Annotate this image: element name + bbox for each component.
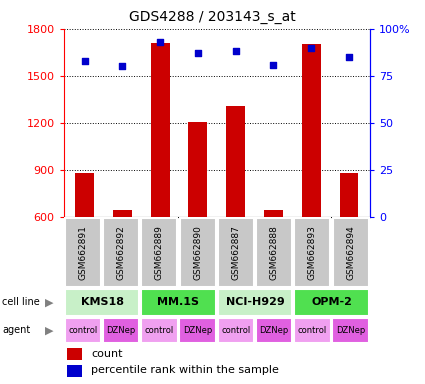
Text: GDS4288 / 203143_s_at: GDS4288 / 203143_s_at xyxy=(129,10,296,23)
Bar xyxy=(150,43,170,217)
Text: control: control xyxy=(298,326,327,335)
Bar xyxy=(294,318,331,343)
Text: GSM662891: GSM662891 xyxy=(78,225,88,280)
Point xyxy=(81,58,88,64)
Bar xyxy=(332,318,369,343)
Text: DZNep: DZNep xyxy=(107,326,136,335)
Bar xyxy=(65,289,139,316)
Bar xyxy=(295,218,330,286)
Text: cell line: cell line xyxy=(2,297,40,308)
Text: DZNep: DZNep xyxy=(260,326,289,335)
Bar xyxy=(67,365,82,376)
Bar xyxy=(179,318,216,343)
Text: count: count xyxy=(91,349,123,359)
Bar xyxy=(218,318,254,343)
Bar xyxy=(103,318,139,343)
Point xyxy=(195,50,201,56)
Bar xyxy=(302,45,320,217)
Bar xyxy=(340,173,358,217)
Bar xyxy=(67,348,82,360)
Text: DZNep: DZNep xyxy=(183,326,212,335)
Text: GSM662893: GSM662893 xyxy=(308,225,317,280)
Text: agent: agent xyxy=(2,325,30,335)
Bar xyxy=(333,218,368,286)
Bar xyxy=(103,218,139,286)
Text: OPM-2: OPM-2 xyxy=(311,297,352,308)
Text: NCI-H929: NCI-H929 xyxy=(226,297,284,308)
Point xyxy=(119,63,126,70)
Bar xyxy=(65,218,101,286)
Bar xyxy=(256,318,292,343)
Bar xyxy=(141,318,178,343)
Text: ▶: ▶ xyxy=(45,325,53,335)
Bar xyxy=(218,289,292,316)
Text: GSM662888: GSM662888 xyxy=(269,225,279,280)
Bar xyxy=(264,210,283,217)
Text: control: control xyxy=(221,326,250,335)
Bar xyxy=(218,218,254,286)
Bar xyxy=(188,122,207,217)
Bar xyxy=(226,106,245,217)
Point xyxy=(232,48,239,55)
Text: control: control xyxy=(145,326,174,335)
Text: GSM662894: GSM662894 xyxy=(346,225,355,280)
Text: percentile rank within the sample: percentile rank within the sample xyxy=(91,365,279,375)
Point xyxy=(270,61,277,68)
Text: GSM662887: GSM662887 xyxy=(231,225,241,280)
Text: ▶: ▶ xyxy=(45,297,53,308)
Text: GSM662889: GSM662889 xyxy=(155,225,164,280)
Text: DZNep: DZNep xyxy=(336,326,365,335)
Text: MM.1S: MM.1S xyxy=(158,297,199,308)
Bar xyxy=(142,218,177,286)
Bar xyxy=(75,173,94,217)
Bar xyxy=(65,318,101,343)
Point xyxy=(346,54,352,60)
Bar xyxy=(141,289,216,316)
Point xyxy=(308,45,314,51)
Text: GSM662892: GSM662892 xyxy=(116,225,126,280)
Bar xyxy=(113,210,132,217)
Bar xyxy=(180,218,215,286)
Text: KMS18: KMS18 xyxy=(80,297,124,308)
Text: control: control xyxy=(68,326,97,335)
Text: GSM662890: GSM662890 xyxy=(193,225,202,280)
Bar xyxy=(256,218,292,286)
Point xyxy=(157,39,164,45)
Bar xyxy=(294,289,369,316)
